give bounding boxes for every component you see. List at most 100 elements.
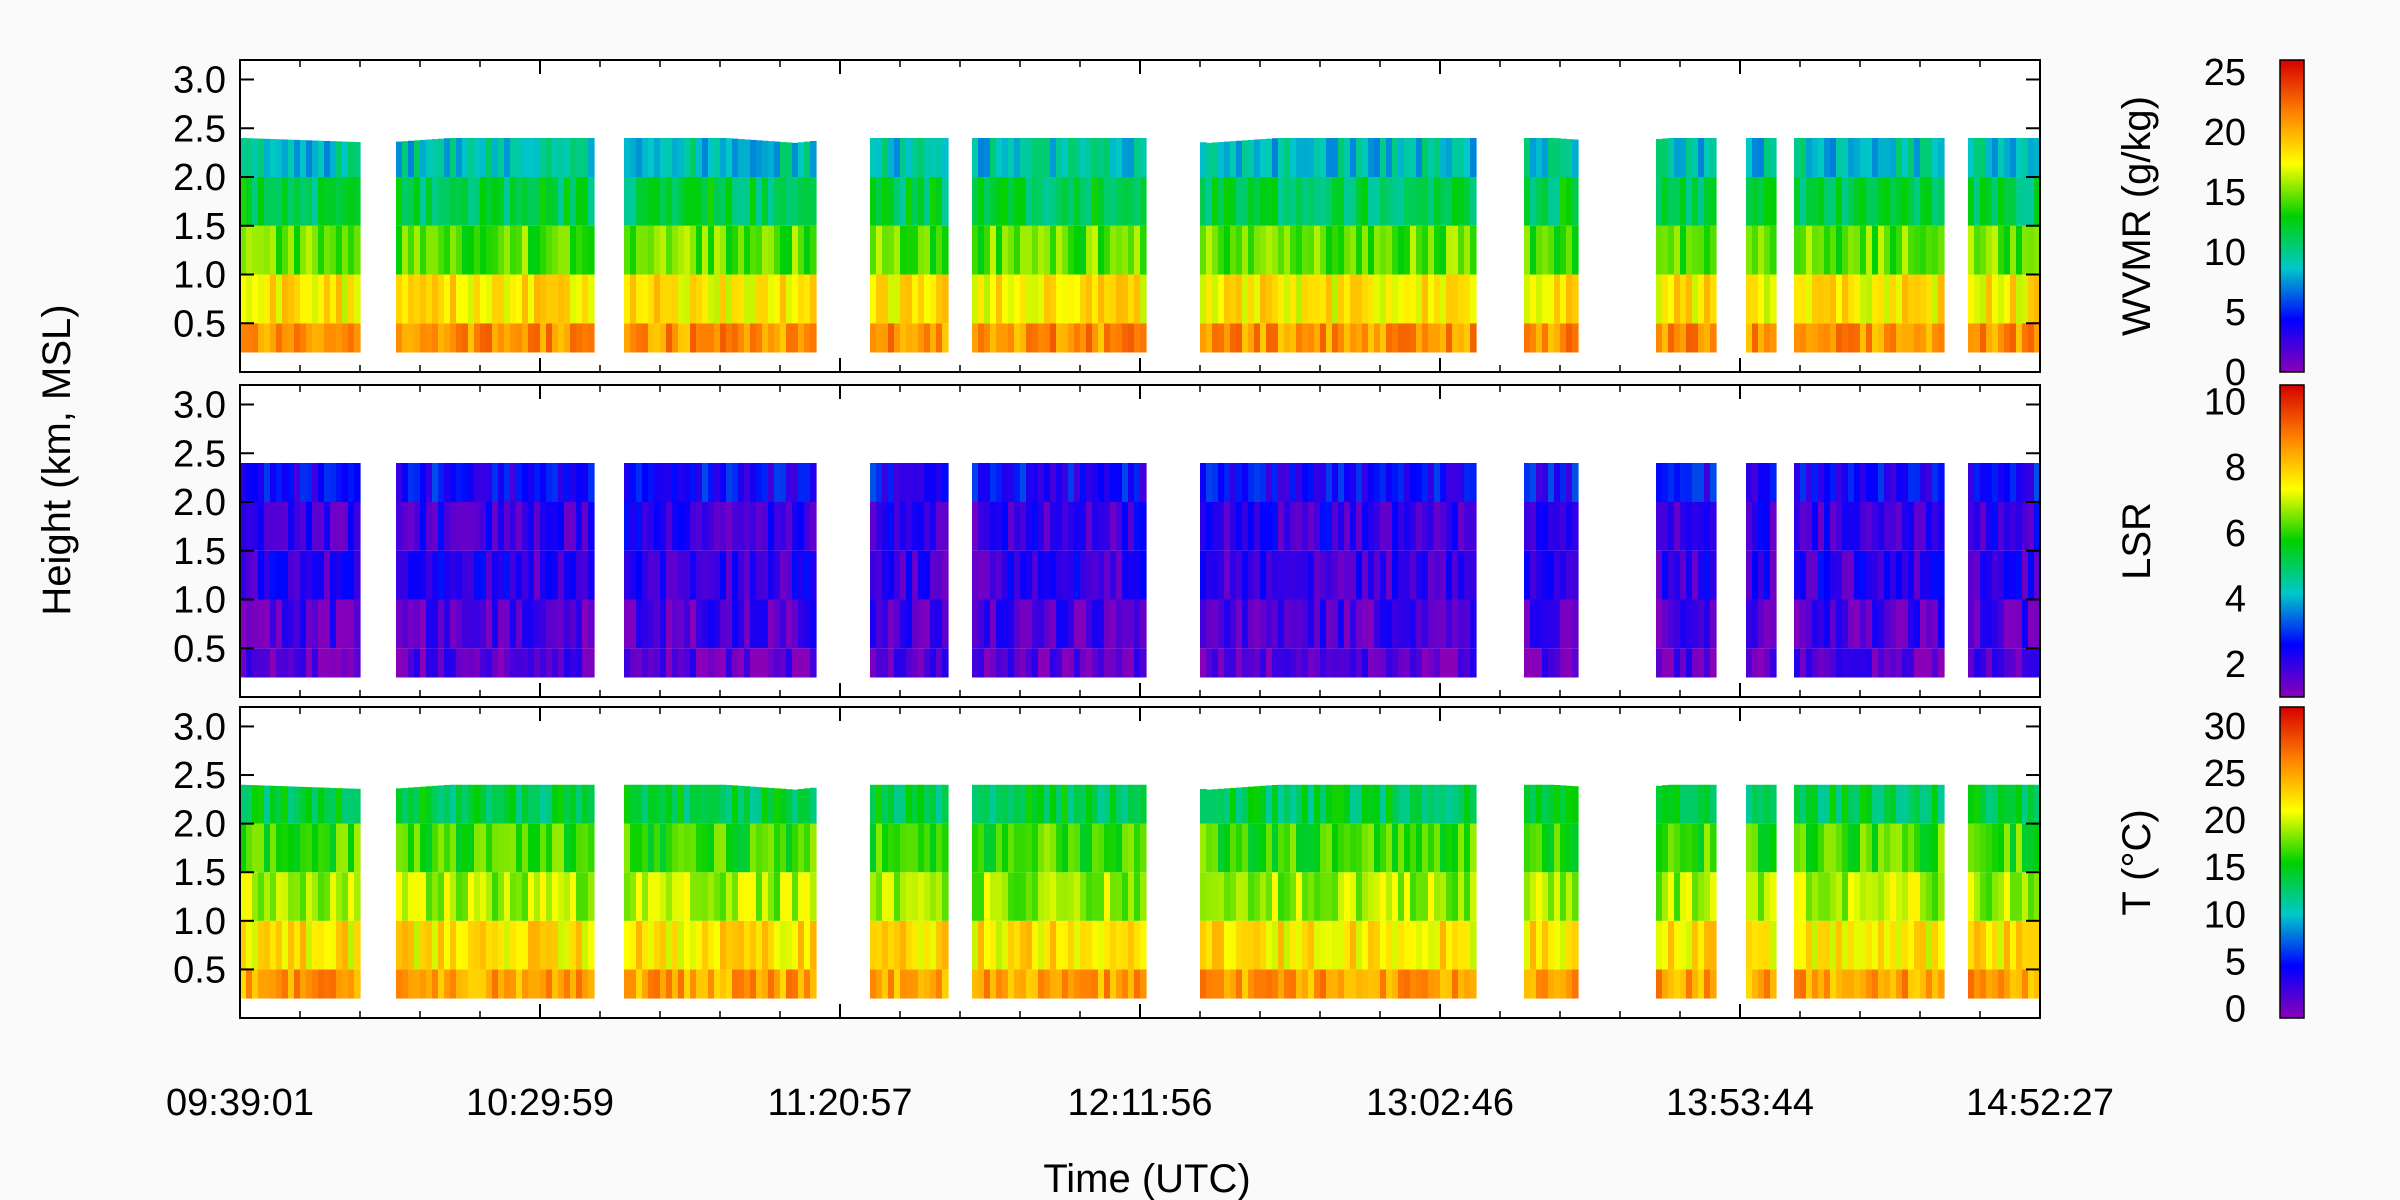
heatmap-cell	[1896, 502, 1903, 551]
heatmap-cell	[996, 872, 1003, 921]
heatmap-cell	[294, 139, 301, 177]
heatmap-cell	[888, 225, 895, 275]
heatmap-column	[1140, 138, 1147, 353]
heatmap-cell	[1098, 784, 1105, 824]
heatmap-column	[1890, 138, 1897, 353]
heatmap-cell	[1896, 784, 1903, 824]
heatmap-column	[1380, 463, 1387, 678]
heatmap-cell	[990, 920, 997, 970]
heatmap-column	[1704, 138, 1711, 353]
heatmap-cell	[480, 784, 487, 824]
heatmap-column	[678, 463, 685, 678]
heatmap-cell	[324, 140, 331, 177]
heatmap-cell	[924, 599, 931, 649]
heatmap-cell	[1026, 823, 1033, 873]
heatmap-cell	[1896, 550, 1903, 600]
colorbar-tick-label: 10	[2204, 232, 2246, 274]
heatmap-cell	[486, 648, 493, 678]
heatmap-cell	[534, 177, 541, 226]
heatmap-cell	[432, 139, 439, 177]
colorbar-tick-label: 2	[2225, 644, 2246, 686]
heatmap-cell	[630, 274, 637, 324]
heatmap-column	[714, 784, 721, 999]
heatmap-cell	[924, 648, 931, 678]
heatmap-cell	[540, 550, 547, 600]
heatmap-cell	[552, 274, 559, 324]
heatmap-column	[1122, 138, 1129, 353]
heatmap-column	[396, 788, 403, 999]
heatmap-column	[672, 138, 679, 353]
heatmap-cell	[894, 784, 901, 824]
heatmap-cell	[450, 225, 457, 275]
heatmap-cell	[804, 823, 811, 873]
heatmap-cell	[1692, 138, 1699, 177]
heatmap-cell	[1284, 463, 1291, 502]
heatmap-cell	[456, 177, 463, 226]
heatmap-cell	[240, 550, 247, 600]
heatmap-cell	[900, 920, 907, 970]
heatmap-cell	[1254, 323, 1261, 353]
heatmap-cell	[270, 785, 277, 824]
heatmap-cell	[558, 599, 565, 649]
heatmap-cell	[1878, 969, 1885, 999]
heatmap-cell	[1074, 502, 1081, 551]
heatmap-column	[1926, 784, 1933, 999]
heatmap-cell	[1290, 784, 1297, 824]
heatmap-cell	[1254, 139, 1261, 177]
heatmap-cell	[1854, 177, 1861, 226]
heatmap-cell	[438, 502, 445, 551]
heatmap-cell	[1200, 274, 1207, 324]
heatmap-cell	[672, 969, 679, 999]
heatmap-cell	[684, 648, 691, 678]
heatmap-column	[894, 138, 901, 353]
heatmap-cell	[1908, 872, 1915, 921]
heatmap-cell	[498, 920, 505, 970]
heatmap-cell	[1098, 502, 1105, 551]
heatmap-cell	[1872, 463, 1879, 502]
heatmap-cell	[528, 225, 535, 275]
heatmap-cell	[1434, 872, 1441, 921]
heatmap-column	[1368, 138, 1375, 353]
heatmap-cell	[1806, 599, 1813, 649]
heatmap-column	[672, 784, 679, 999]
heatmap-cell	[972, 823, 979, 873]
heatmap-column	[324, 463, 331, 678]
heatmap-cell	[1404, 225, 1411, 275]
heatmap-cell	[636, 177, 643, 226]
heatmap-cell	[1266, 138, 1273, 177]
heatmap-cell	[582, 550, 589, 600]
heatmap-cell	[1350, 502, 1357, 551]
heatmap-cell	[984, 225, 991, 275]
heatmap-cell	[270, 969, 277, 999]
heatmap-cell	[750, 139, 757, 177]
heatmap-cell	[1248, 177, 1255, 226]
heatmap-cell	[1674, 920, 1681, 970]
heatmap-cell	[1254, 823, 1261, 873]
heatmap-cell	[2004, 969, 2011, 999]
heatmap-column	[276, 786, 283, 999]
heatmap-cell	[1200, 969, 1207, 999]
heatmap-cell	[930, 550, 937, 600]
heatmap-cell	[684, 920, 691, 970]
heatmap-cell	[492, 550, 499, 600]
heatmap-cell	[1746, 599, 1753, 649]
heatmap-cell	[1572, 502, 1579, 551]
heatmap-cell	[798, 872, 805, 921]
heatmap-cell	[1278, 463, 1285, 502]
heatmap-cell	[312, 177, 319, 226]
heatmap-column	[1404, 784, 1411, 999]
heatmap-cell	[1524, 502, 1531, 551]
heatmap-cell	[438, 323, 445, 353]
heatmap-cell	[762, 274, 769, 324]
heatmap-cell	[1668, 463, 1675, 502]
heatmap-cell	[1368, 274, 1375, 324]
heatmap-cell	[714, 502, 721, 551]
heatmap-cell	[546, 599, 553, 649]
heatmap-cell	[426, 786, 433, 824]
heatmap-cell	[1668, 323, 1675, 353]
heatmap-cell	[246, 969, 253, 999]
heatmap-column	[924, 138, 931, 353]
heatmap-cell	[306, 323, 313, 353]
heatmap-cell	[1974, 550, 1981, 600]
heatmap-cell	[1398, 823, 1405, 873]
